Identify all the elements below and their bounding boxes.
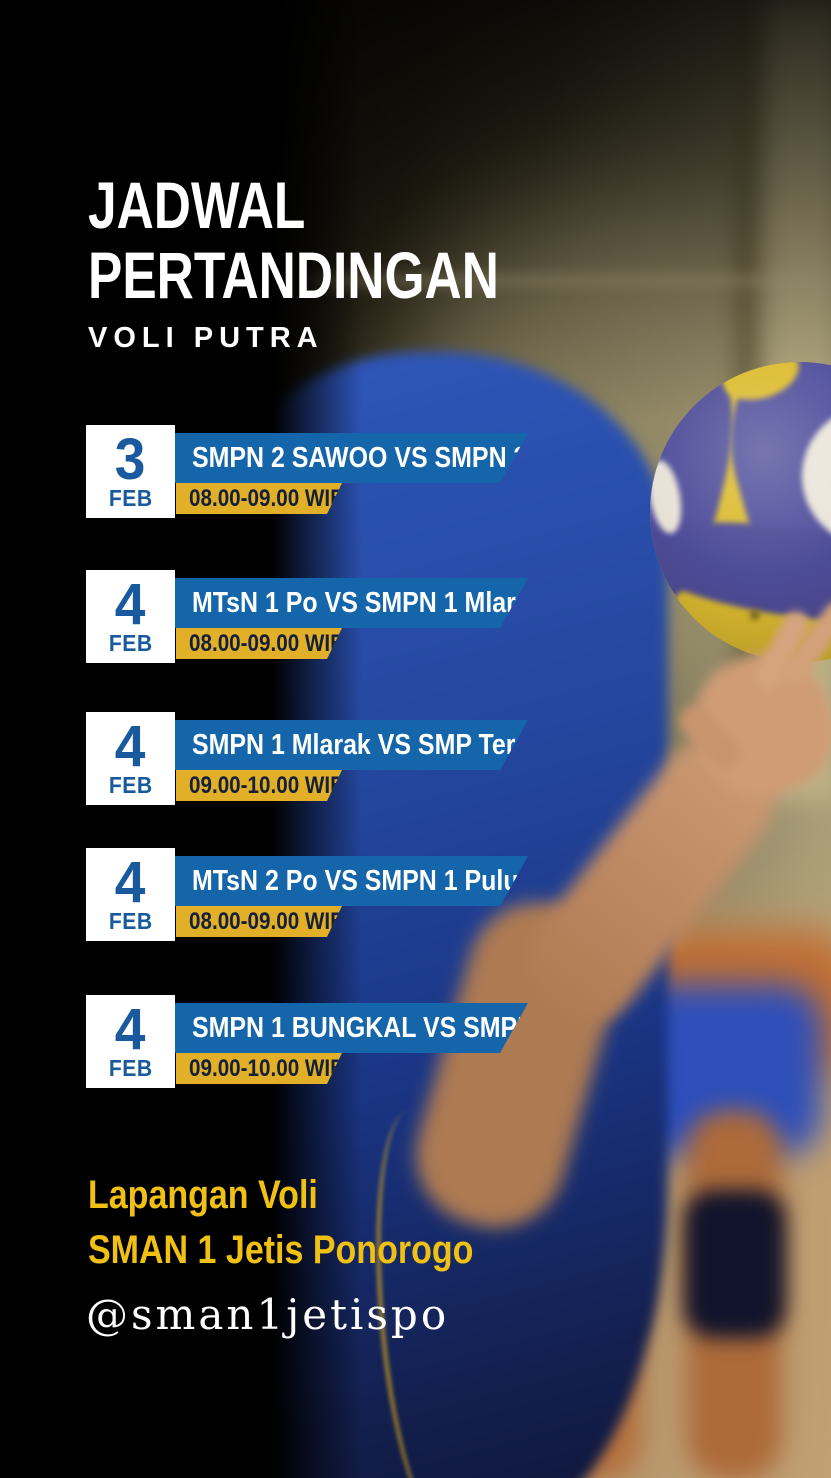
match-banner: SMPN 1 BUNGKAL VS SMPN 1 SAMBIT [175,1003,528,1053]
match-banner: SMPN 1 Mlarak VS SMP Terpadu [175,720,528,770]
background-player-right-kneepad [684,1190,786,1338]
date-month: FEB [108,907,153,934]
time-label: 09.00-10.00 WIB [189,772,346,799]
match-banner: SMPN 2 SAWOO VS SMPN 3 SAMBIT [175,433,528,483]
social-handle: @sman1jetispo [86,1290,450,1339]
match-label: SMPN 2 SAWOO VS SMPN 3 SAMBIT [192,442,630,474]
date-month: FEB [108,771,153,798]
date-day: 3 [115,426,146,492]
match-label: SMPN 1 BUNGKAL VS SMPN 1 SAMBIT [192,1012,659,1044]
title-line1: JADWAL [88,168,306,242]
poster-subtitle: VOLI PUTRA [88,322,324,354]
schedule-row: 4 FEB SMPN 1 Mlarak VS SMP Terpadu 09.00… [0,712,600,830]
date-day: 4 [115,849,146,915]
time-label: 09.00-10.00 WIB [189,1055,346,1082]
date-box: 4 FEB [86,570,175,663]
time-label: 08.00-09.00 WIB [189,485,346,512]
poster-title: JADWAL PERTANDINGAN [88,170,615,310]
title-line2: PERTANDINGAN [88,238,499,312]
time-label: 08.00-09.00 WIB [189,908,346,935]
background-photo [272,0,831,1478]
time-banner: 08.00-09.00 WIB [176,906,342,937]
time-label: 08.00-09.00 WIB [189,630,346,657]
time-banner: 08.00-09.00 WIB [176,628,342,659]
date-box: 4 FEB [86,712,175,805]
match-banner: MTsN 2 Po VS SMPN 1 Pulung [175,856,528,906]
time-banner: 09.00-10.00 WIB [176,770,342,801]
match-label: MTsN 2 Po VS SMPN 1 Pulung [192,865,550,897]
date-month: FEB [108,484,153,511]
schedule-row: 4 FEB SMPN 1 BUNGKAL VS SMPN 1 SAMBIT 09… [0,995,600,1113]
venue-text: Lapangan Voli SMAN 1 Jetis Ponorogo [88,1168,541,1278]
time-banner: 09.00-10.00 WIB [176,1053,342,1084]
date-day: 4 [115,571,146,637]
ball-valve [750,610,760,620]
venue-line1: Lapangan Voli [88,1173,318,1217]
date-box: 4 FEB [86,848,175,941]
schedule-row: 4 FEB MTsN 1 Po VS SMPN 1 Mlarak 08.00-0… [0,570,600,688]
schedule-row: 3 FEB SMPN 2 SAWOO VS SMPN 3 SAMBIT 08.0… [0,425,600,543]
date-day: 4 [115,996,146,1062]
venue-line2: SMAN 1 Jetis Ponorogo [88,1228,474,1272]
date-box: 4 FEB [86,995,175,1088]
match-label: SMPN 1 Mlarak VS SMP Terpadu [192,729,575,761]
schedule-row: 4 FEB MTsN 2 Po VS SMPN 1 Pulung 08.00-0… [0,848,600,966]
date-month: FEB [108,629,153,656]
date-day: 4 [115,713,146,779]
date-month: FEB [108,1054,153,1081]
match-banner: MTsN 1 Po VS SMPN 1 Mlarak [175,578,528,628]
top-shadow [272,0,831,420]
time-banner: 08.00-09.00 WIB [176,483,342,514]
date-box: 3 FEB [86,425,175,518]
match-label: MTsN 1 Po VS SMPN 1 Mlarak [192,587,544,619]
